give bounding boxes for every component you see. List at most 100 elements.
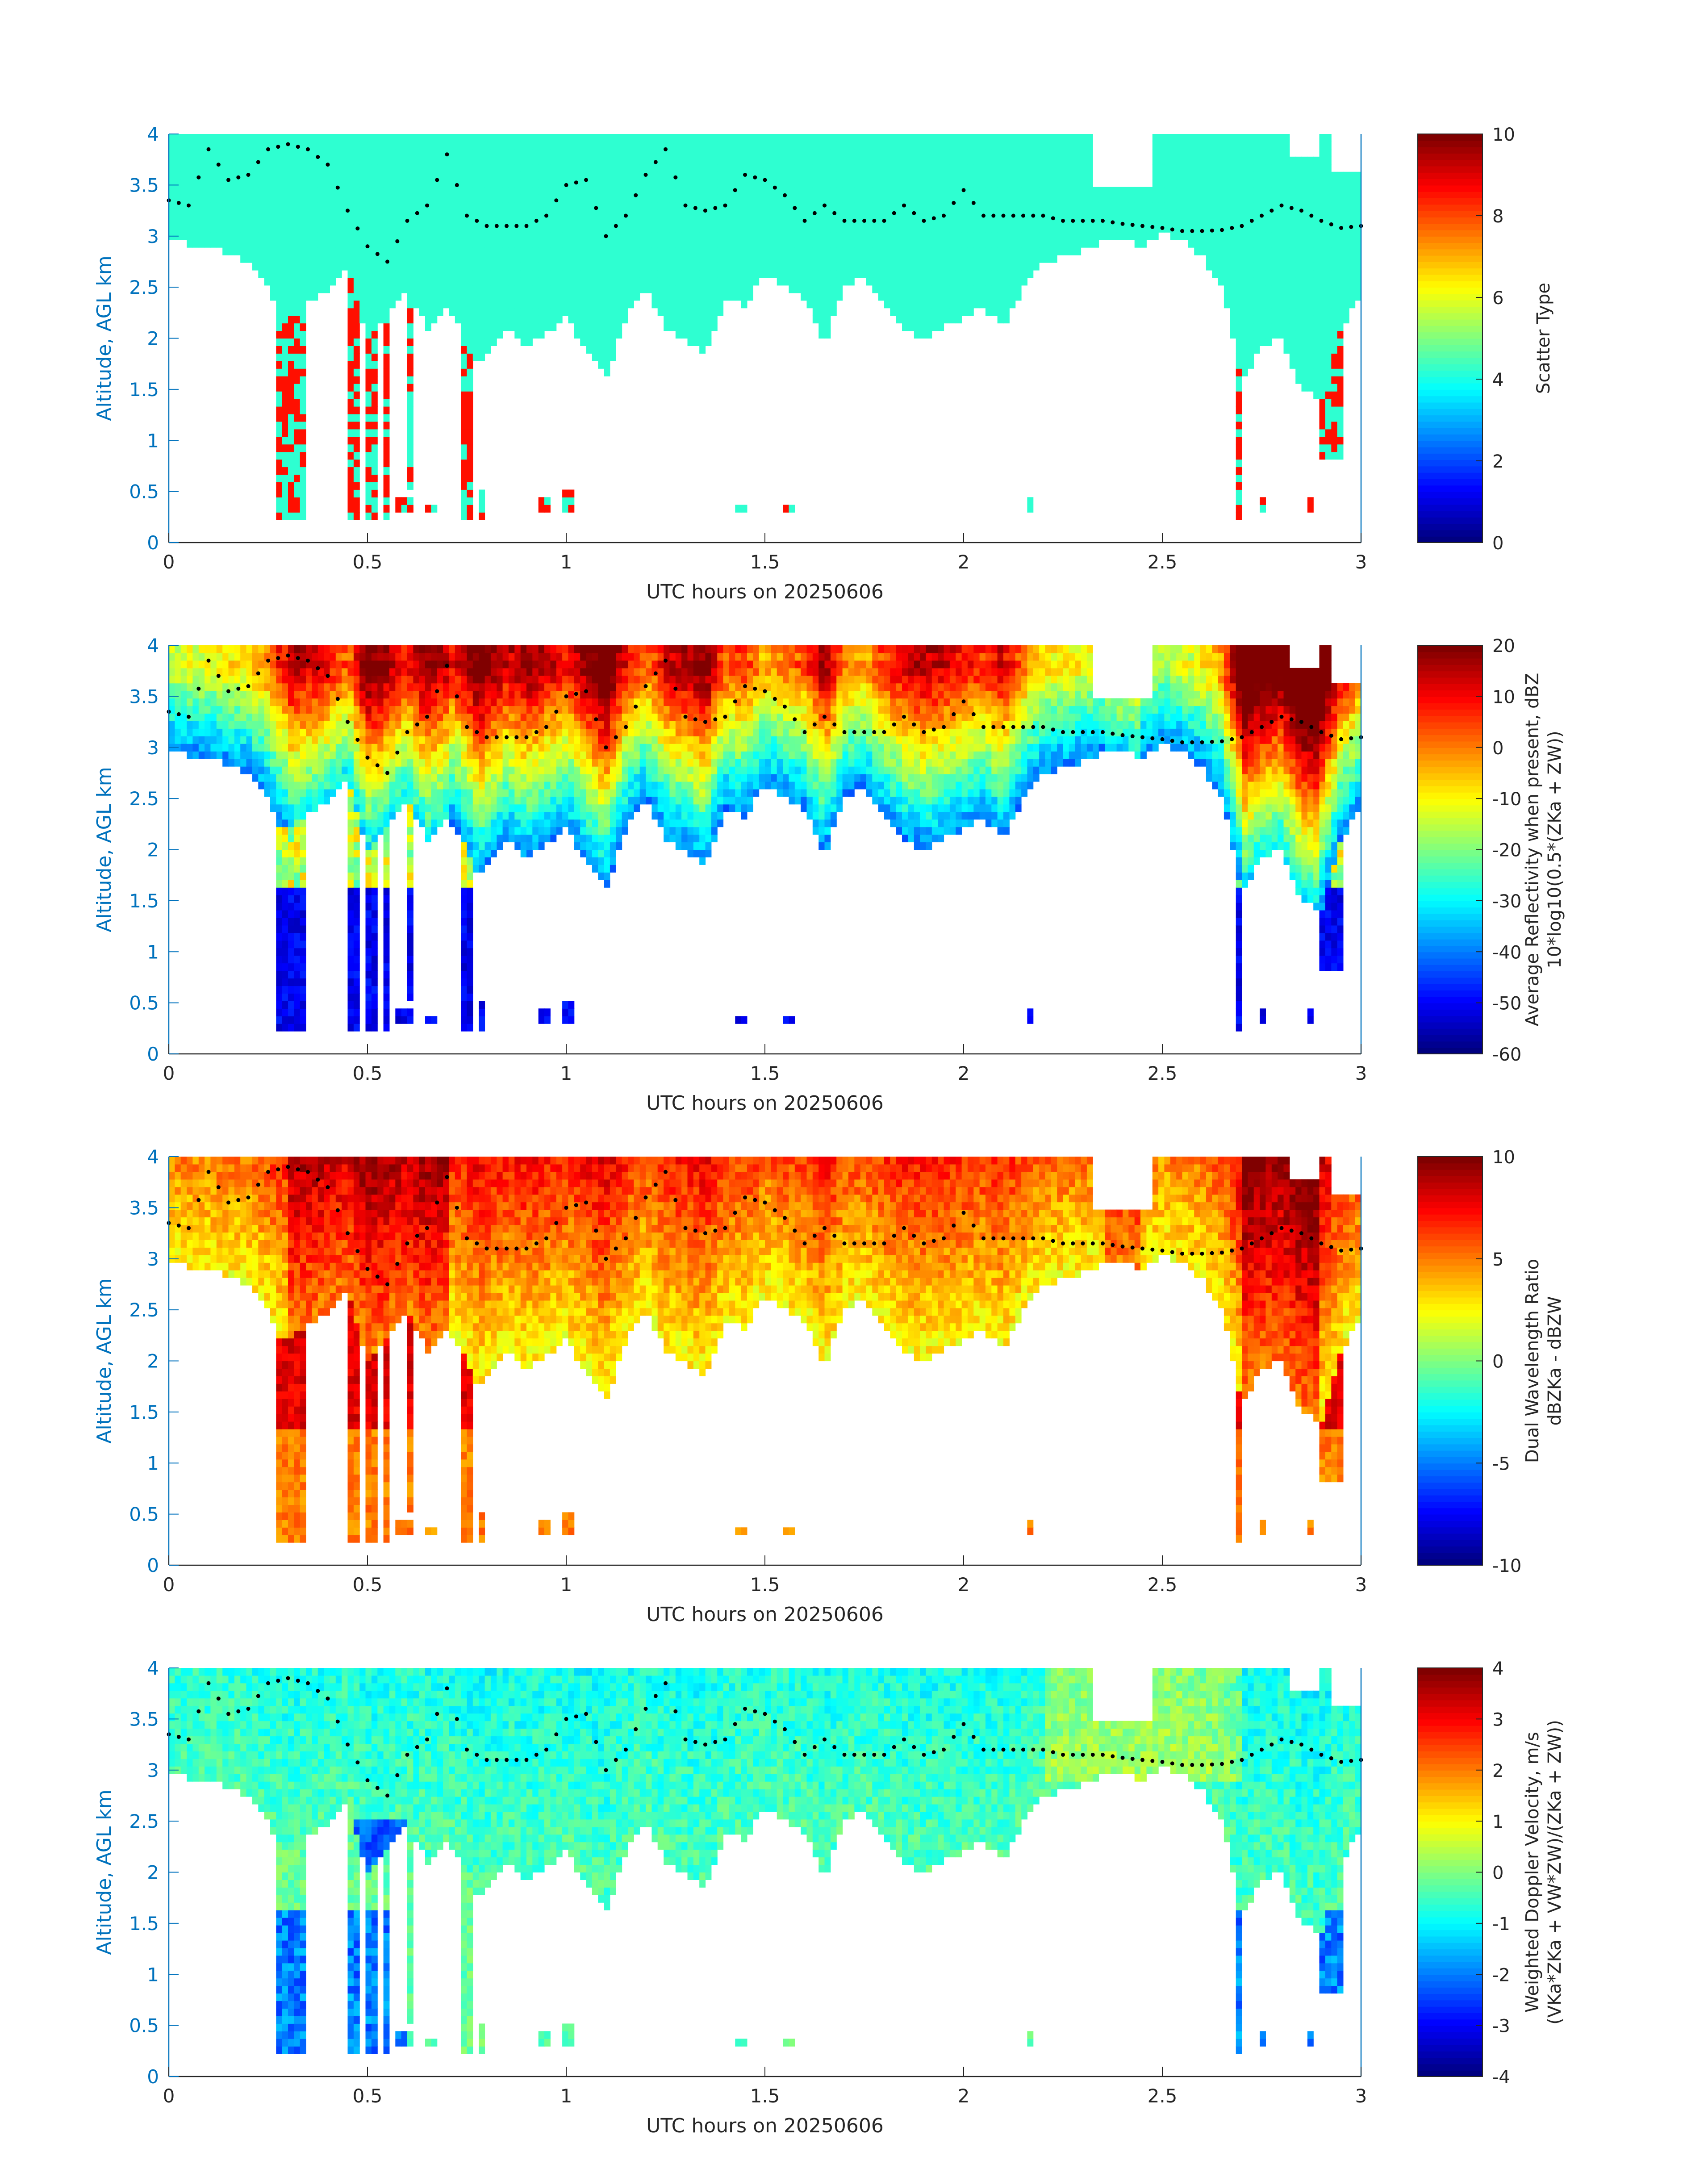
heatmap-cell bbox=[312, 180, 318, 188]
heatmap-cell bbox=[729, 157, 735, 165]
heatmap-cell bbox=[413, 301, 419, 309]
heatmap-cell bbox=[973, 225, 980, 233]
heatmap-cell bbox=[354, 270, 360, 278]
heatmap-cell bbox=[270, 172, 276, 180]
heatmap-cell bbox=[902, 240, 908, 248]
heatmap-cell bbox=[324, 180, 330, 188]
heatmap-cell bbox=[973, 134, 980, 142]
heatmap-cell bbox=[449, 164, 455, 172]
heatmap-cell bbox=[568, 142, 574, 150]
heatmap-cell bbox=[431, 195, 437, 203]
heatmap-cell bbox=[348, 399, 354, 407]
heatmap-cell bbox=[622, 293, 628, 301]
heatmap-cell bbox=[1290, 361, 1296, 369]
heatmap-cell bbox=[544, 278, 551, 286]
heatmap-cell bbox=[384, 512, 390, 520]
heatmap-cell bbox=[306, 164, 312, 172]
heatmap-cell bbox=[389, 149, 396, 157]
heatmap-cell bbox=[479, 512, 485, 520]
heatmap-cell bbox=[759, 209, 765, 217]
heatmap-cell bbox=[688, 202, 694, 210]
heatmap-cell bbox=[366, 353, 372, 361]
heatmap-cell bbox=[276, 353, 282, 361]
heatmap-cell bbox=[795, 134, 801, 142]
heatmap-cell bbox=[288, 368, 294, 376]
heatmap-cell bbox=[1236, 331, 1242, 339]
heatmap-cell bbox=[968, 217, 974, 225]
heatmap-cell bbox=[801, 255, 807, 263]
heatmap-cell bbox=[1302, 187, 1308, 195]
heatmap-cell bbox=[526, 202, 533, 210]
heatmap-cell bbox=[693, 240, 700, 248]
heatmap-cell bbox=[759, 225, 765, 233]
heatmap-cell bbox=[497, 134, 503, 142]
heatmap-cell bbox=[914, 172, 920, 180]
heatmap-cell bbox=[1039, 164, 1045, 172]
heatmap-cell bbox=[920, 255, 926, 263]
heatmap-cell bbox=[580, 202, 586, 210]
heatmap-cell bbox=[485, 187, 491, 195]
heatmap-cell bbox=[944, 157, 950, 165]
heatmap-cell bbox=[1337, 293, 1344, 301]
heatmap-cell bbox=[366, 384, 372, 392]
heatmap-cell bbox=[372, 225, 378, 233]
heatmap-cell bbox=[306, 225, 312, 233]
heatmap-cell bbox=[777, 134, 783, 142]
heatmap-cell bbox=[914, 278, 920, 286]
heatmap-cell bbox=[461, 399, 467, 407]
heatmap-cell bbox=[556, 149, 563, 157]
heatmap-cell bbox=[1254, 278, 1260, 286]
heatmap-cell bbox=[407, 497, 413, 505]
heatmap-cell bbox=[1170, 172, 1177, 180]
heatmap-cell bbox=[890, 240, 896, 248]
heatmap-cell bbox=[741, 209, 748, 217]
heatmap-cell bbox=[706, 187, 712, 195]
heatmap-cell bbox=[729, 240, 735, 248]
heatmap-cell bbox=[706, 202, 712, 210]
heatmap-cell bbox=[348, 467, 354, 475]
heatmap-cell bbox=[389, 240, 396, 248]
top-dot bbox=[1200, 229, 1204, 233]
heatmap-cell bbox=[848, 240, 855, 248]
heatmap-cell bbox=[991, 263, 998, 271]
heatmap-cell bbox=[669, 180, 676, 188]
heatmap-cell bbox=[485, 293, 491, 301]
heatmap-cell bbox=[1003, 202, 1010, 210]
heatmap-cell bbox=[1057, 225, 1063, 233]
heatmap-cell bbox=[407, 399, 413, 407]
heatmap-cell bbox=[1307, 278, 1314, 286]
heatmap-cell bbox=[461, 195, 467, 203]
heatmap-cell bbox=[813, 149, 819, 157]
heatmap-cell bbox=[807, 134, 813, 142]
heatmap-cell bbox=[896, 225, 902, 233]
heatmap-cell bbox=[1063, 172, 1069, 180]
heatmap-cell bbox=[580, 164, 586, 172]
heatmap-cell bbox=[753, 134, 759, 142]
heatmap-cell bbox=[1337, 323, 1344, 331]
heatmap-cell bbox=[503, 217, 509, 225]
heatmap-cell bbox=[419, 301, 426, 309]
heatmap-cell bbox=[425, 308, 431, 316]
heatmap-cell bbox=[521, 255, 527, 263]
heatmap-cell bbox=[789, 142, 795, 150]
heatmap-cell bbox=[258, 232, 264, 240]
heatmap-cell bbox=[377, 240, 384, 248]
heatmap-cell bbox=[956, 225, 962, 233]
heatmap-cell bbox=[407, 285, 413, 293]
heatmap-cell bbox=[366, 301, 372, 309]
heatmap-cell bbox=[1003, 308, 1010, 316]
heatmap-cell bbox=[616, 255, 622, 263]
heatmap-cell bbox=[503, 323, 509, 331]
heatmap-cell bbox=[777, 240, 783, 248]
heatmap-cell bbox=[741, 263, 748, 271]
heatmap-cell bbox=[461, 316, 467, 324]
heatmap-cell bbox=[1123, 195, 1129, 203]
heatmap-cell bbox=[491, 270, 497, 278]
heatmap-cell bbox=[509, 323, 515, 331]
heatmap-cell bbox=[1236, 209, 1242, 217]
heatmap-cell bbox=[205, 240, 211, 248]
heatmap-cell bbox=[550, 247, 556, 255]
heatmap-cell bbox=[503, 209, 509, 217]
heatmap-cell bbox=[807, 240, 813, 248]
heatmap-cell bbox=[688, 278, 694, 286]
